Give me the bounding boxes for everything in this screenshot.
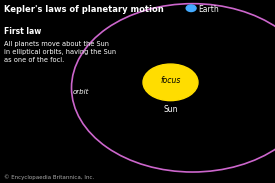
- Text: Earth: Earth: [198, 5, 219, 14]
- Circle shape: [186, 5, 196, 12]
- Text: First law: First law: [4, 27, 41, 36]
- Circle shape: [143, 64, 198, 101]
- Text: orbit: orbit: [73, 89, 89, 94]
- Text: All planets move about the Sun
in elliptical orbits, having the Sun
as one of th: All planets move about the Sun in ellipt…: [4, 41, 116, 63]
- Text: © Encyclopaedia Britannica, Inc.: © Encyclopaedia Britannica, Inc.: [4, 174, 94, 180]
- Text: focus: focus: [160, 76, 181, 85]
- Text: Sun: Sun: [163, 105, 178, 114]
- Text: Kepler's laws of planetary motion: Kepler's laws of planetary motion: [4, 5, 164, 14]
